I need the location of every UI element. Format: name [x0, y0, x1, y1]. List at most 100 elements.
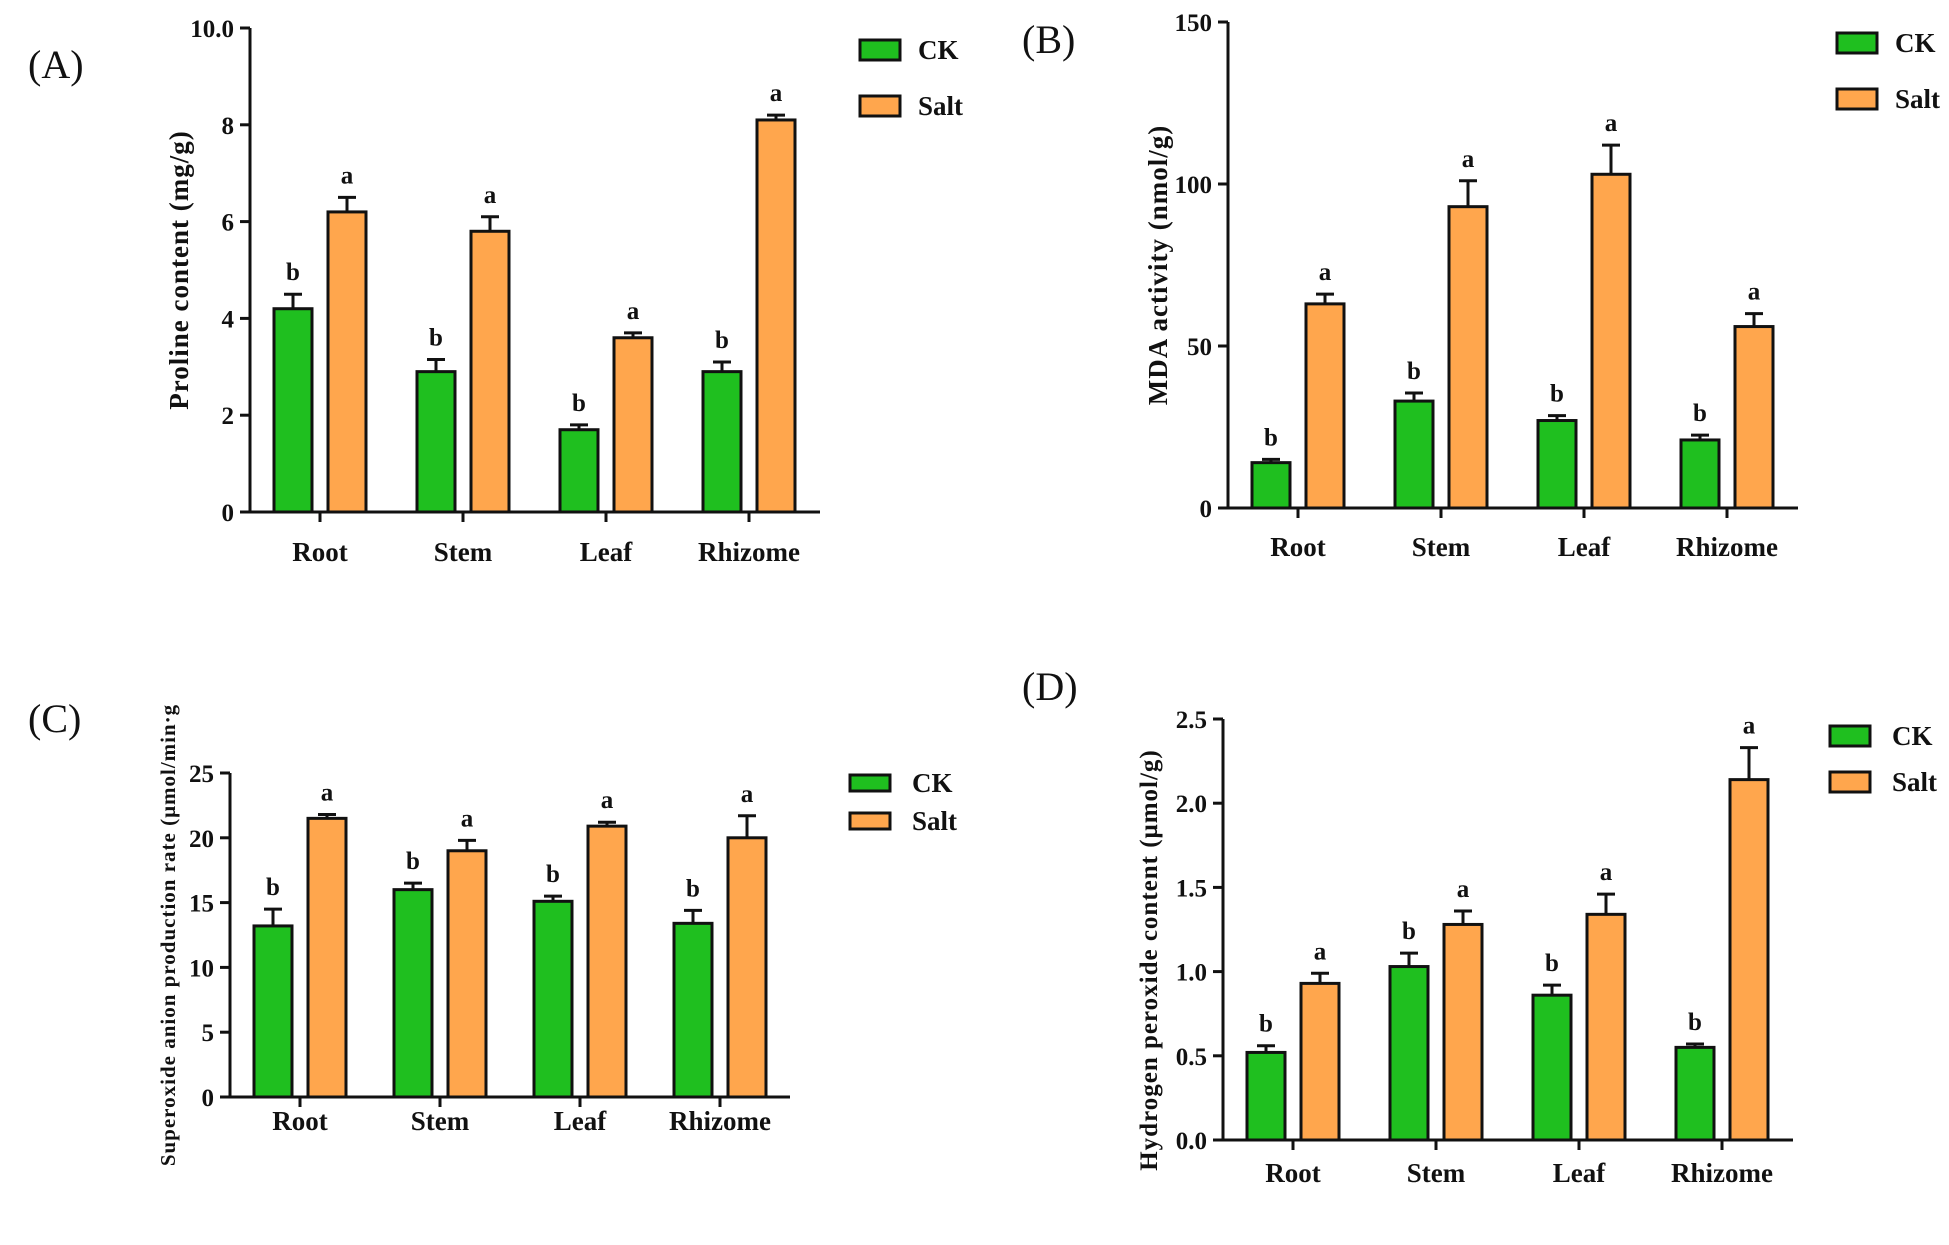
- bar-ck: [1674, 1045, 1716, 1142]
- bar-ck: [1388, 965, 1430, 1142]
- legend-label-ck: CK: [1892, 721, 1933, 751]
- y-tick-label: 2.0: [1176, 791, 1207, 818]
- x-category-label: Stem: [1407, 1158, 1466, 1188]
- bar-ck: [392, 888, 434, 1099]
- y-tick-label: 5: [202, 1020, 215, 1047]
- bar-salt: [726, 836, 768, 1099]
- significance-label: a: [1605, 110, 1618, 137]
- significance-label: a: [601, 787, 614, 814]
- bar-ck: [701, 370, 743, 514]
- y-tick-label: 2.5: [1176, 707, 1207, 734]
- bar-salt: [612, 336, 654, 514]
- significance-label: b: [715, 327, 729, 354]
- legend-label-salt: Salt: [1892, 767, 1937, 797]
- significance-label: b: [1264, 424, 1278, 451]
- y-axis-title: Hydrogen peroxide content (μmol/g): [1136, 749, 1163, 1171]
- bar-salt: [1585, 912, 1627, 1142]
- x-category-label: Root: [1270, 532, 1326, 562]
- bar-salt: [1299, 981, 1341, 1142]
- y-tick-label: 2: [222, 403, 235, 430]
- x-category-label: Leaf: [1553, 1158, 1606, 1188]
- y-axis-title: Superoxide anion production rate (μmol/m…: [156, 704, 180, 1166]
- bar-ck: [272, 307, 314, 514]
- bar-ck: [415, 370, 457, 514]
- bar-salt: [1447, 205, 1489, 510]
- legend-swatch-ck: [1835, 31, 1879, 55]
- chart-panel-d: (D) 0.0 0.5 1.0 1.5 2.0 2.5 Hydrogen peroxide c…: [1022, 664, 1937, 1188]
- legend-swatch-ck: [848, 773, 892, 793]
- bar-salt: [1590, 172, 1632, 510]
- significance-label: a: [461, 805, 474, 832]
- x-category-label: Leaf: [554, 1106, 607, 1136]
- panel-label: (D): [1022, 664, 1078, 709]
- significance-label: b: [1550, 381, 1564, 408]
- y-tick-label: 10: [189, 955, 214, 982]
- y-tick-label: 150: [1175, 10, 1213, 37]
- legend: CK Salt: [858, 35, 963, 121]
- bar-salt: [1304, 302, 1346, 510]
- significance-label: b: [286, 259, 300, 286]
- legend-label-ck: CK: [918, 35, 959, 65]
- bar-salt: [469, 229, 511, 514]
- bar-ck: [252, 924, 294, 1099]
- bar-salt: [1728, 778, 1770, 1142]
- significance-label: b: [1693, 400, 1707, 427]
- bar-ck: [672, 921, 714, 1099]
- y-tick-label: 1.5: [1176, 875, 1207, 902]
- bar-salt: [306, 816, 348, 1099]
- x-category-label: Stem: [411, 1106, 470, 1136]
- bar-ck: [1393, 399, 1435, 510]
- significance-label: b: [406, 848, 420, 875]
- bar-salt: [1442, 922, 1484, 1142]
- significance-label: a: [1600, 859, 1613, 886]
- significance-label: a: [321, 779, 334, 806]
- legend: CK Salt: [1828, 721, 1937, 797]
- bar-salt: [446, 849, 488, 1099]
- y-tick-label: 20: [189, 826, 214, 853]
- y-tick-label: 10.0: [190, 16, 234, 43]
- x-category-label: Stem: [1412, 532, 1471, 562]
- x-category-label: Rhizome: [1676, 532, 1778, 562]
- significance-label: b: [686, 875, 700, 902]
- y-tick-label: 1.0: [1176, 960, 1207, 987]
- y-tick-label: 0: [1200, 496, 1213, 523]
- x-category-label: Root: [1265, 1158, 1321, 1188]
- x-category-label: Rhizome: [669, 1106, 771, 1136]
- x-category-label: Leaf: [1558, 532, 1611, 562]
- legend-swatch-ck: [1828, 724, 1872, 748]
- y-tick-label: 25: [189, 761, 214, 788]
- legend-label-ck: CK: [912, 768, 953, 798]
- significance-label: b: [1259, 1011, 1273, 1038]
- significance-label: b: [1545, 950, 1559, 977]
- y-tick-label: 100: [1175, 172, 1213, 199]
- panel-label: (A): [28, 42, 84, 87]
- chart-panel-b: (B) 0 50 100 150 MDA activity (nmol/g) Root b a S…: [1022, 10, 1940, 562]
- significance-label: b: [546, 861, 560, 888]
- legend-swatch-salt: [1828, 770, 1872, 794]
- bar-salt: [326, 210, 368, 514]
- panel-label: (B): [1022, 17, 1075, 62]
- x-category-label: Rhizome: [1671, 1158, 1773, 1188]
- y-tick-label: 0: [222, 500, 235, 527]
- chart-panel-c: (C) 0 5 10 15 20 25 Superoxide anion production…: [28, 696, 957, 1166]
- significance-label: a: [1743, 713, 1756, 740]
- y-tick-label: 4: [222, 306, 235, 333]
- legend-label-ck: CK: [1895, 28, 1936, 58]
- bar-ck: [1536, 419, 1578, 510]
- bar-ck: [1679, 438, 1721, 510]
- y-tick-label: 6: [222, 210, 235, 237]
- y-tick-label: 0.5: [1176, 1044, 1207, 1071]
- significance-label: b: [1402, 918, 1416, 945]
- y-axis-title: Proline content (mg/g): [164, 130, 194, 409]
- legend-swatch-ck: [858, 38, 902, 62]
- panel-label: (C): [28, 696, 81, 741]
- significance-label: a: [770, 80, 783, 107]
- legend-label-salt: Salt: [918, 91, 963, 121]
- significance-label: a: [484, 182, 497, 209]
- bar-ck: [1531, 993, 1573, 1142]
- significance-label: b: [572, 390, 586, 417]
- significance-label: a: [1457, 876, 1470, 903]
- x-category-label: Leaf: [580, 537, 633, 567]
- legend-swatch-salt: [858, 94, 902, 118]
